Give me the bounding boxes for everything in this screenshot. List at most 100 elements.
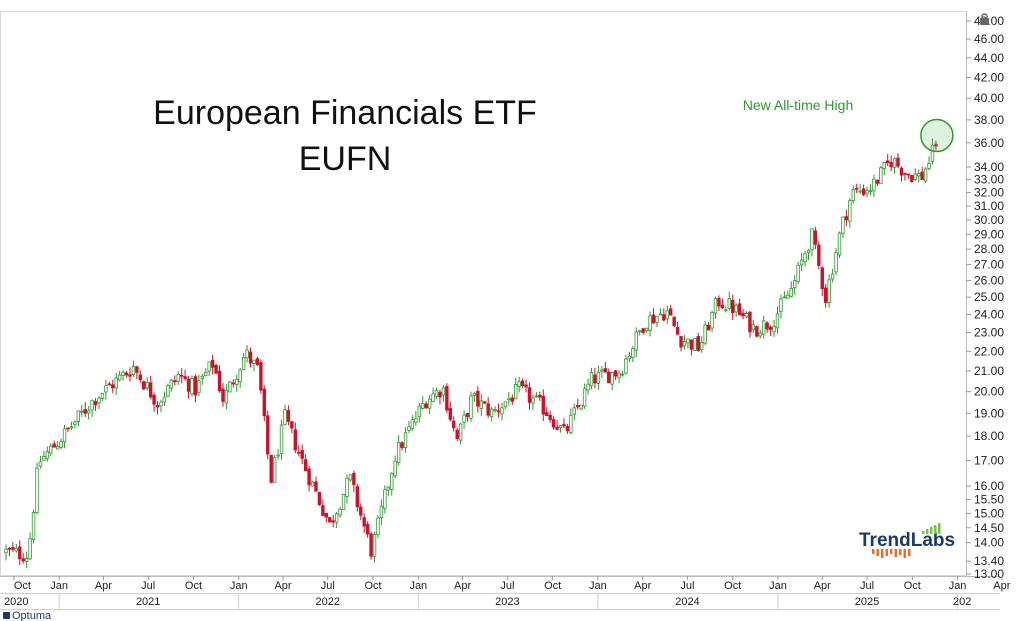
candle-body <box>748 311 752 333</box>
candle-body <box>734 304 738 313</box>
candle-body <box>269 454 273 483</box>
candle-body <box>338 508 342 516</box>
logo-bars <box>872 523 941 558</box>
candle-body <box>383 489 387 509</box>
candle-body <box>686 338 690 344</box>
candle-body <box>662 314 666 321</box>
candle-body <box>321 505 325 516</box>
candle-body <box>483 401 487 404</box>
candle-body <box>355 486 360 508</box>
candle-body <box>18 546 22 560</box>
y-tick-label: 28.00 <box>974 242 1004 256</box>
candle-body <box>455 429 459 440</box>
x-tick-label: Jan <box>769 580 787 592</box>
candle-body <box>851 189 855 201</box>
candle-body <box>824 287 828 303</box>
y-tick-label: 20.00 <box>974 385 1004 399</box>
candle-body <box>658 313 663 316</box>
x-axis: Oct Jan Apr Jul Oct Jan Apr Jul Oct Jan Apr Jul Oct J… <box>4 576 1011 609</box>
candle-body <box>266 415 270 455</box>
candle-body <box>741 312 745 317</box>
candle-body <box>393 460 397 477</box>
candle-body <box>665 310 669 320</box>
candle-body <box>238 369 242 383</box>
candle-body <box>706 324 711 331</box>
candle-body <box>830 273 835 280</box>
candle-body <box>124 372 129 376</box>
candle-body <box>286 410 291 422</box>
candle-body <box>479 400 483 409</box>
candle-body <box>837 232 842 256</box>
candle-body <box>675 327 680 335</box>
candle-body <box>248 351 253 364</box>
y-tick-label: 46.00 <box>974 32 1004 46</box>
candle-body <box>217 370 222 392</box>
candle-body <box>59 441 63 448</box>
x-tick-label: Jan <box>50 580 68 592</box>
logo-bar-orange <box>890 549 893 554</box>
candle-body <box>803 253 807 263</box>
candle-body <box>696 335 700 351</box>
x-tick-label: Oct <box>904 580 921 592</box>
candle-body <box>62 428 67 443</box>
candle-body <box>627 355 632 360</box>
trendlabs-logo: TrendLabs <box>859 523 955 558</box>
y-tick-label: 38.00 <box>974 113 1004 127</box>
candle-body <box>372 534 377 557</box>
y-tick-label: 15.00 <box>974 506 1004 520</box>
candle-body <box>534 395 539 398</box>
candle-body <box>603 368 607 373</box>
candle-body <box>369 533 373 557</box>
candle-body <box>724 309 728 312</box>
candle-body <box>155 405 160 408</box>
optuma-icon <box>3 612 10 619</box>
candle-body <box>80 410 84 413</box>
candle-body <box>362 517 366 527</box>
candle-body <box>855 187 859 190</box>
lock-icon[interactable] <box>980 13 989 25</box>
candle-body <box>679 336 683 348</box>
y-tick-label: 31.00 <box>974 199 1004 213</box>
candle-body <box>166 385 170 397</box>
candle-body <box>789 287 793 297</box>
candle-body <box>400 442 404 448</box>
x-tick-label: Jul <box>321 580 335 592</box>
candle-body <box>700 342 704 351</box>
candle-body <box>117 374 122 381</box>
candle-body <box>365 523 370 535</box>
candle-body <box>52 443 56 448</box>
candle-body <box>410 419 415 430</box>
candle-body <box>617 372 621 379</box>
candlestick-series <box>4 138 938 569</box>
candle-body <box>414 417 418 423</box>
all-time-high-marker <box>920 118 954 153</box>
candle-body <box>145 382 149 389</box>
candle-body <box>128 374 132 377</box>
candle-body <box>655 315 659 323</box>
candle-body <box>148 382 153 398</box>
candle-body <box>772 326 776 333</box>
candle-body <box>38 461 43 467</box>
candle-body <box>903 172 907 175</box>
candle-body <box>634 331 638 351</box>
candle-body <box>207 361 211 372</box>
candle-body <box>751 324 756 331</box>
candle-body <box>934 143 938 147</box>
candle-body <box>135 366 139 373</box>
logo-bar-green <box>938 523 941 534</box>
candle-body <box>76 410 81 422</box>
y-tick-label: 44.00 <box>974 51 1004 65</box>
candle-body <box>462 414 466 423</box>
candle-body <box>489 408 494 418</box>
optuma-label: Optuma <box>12 610 52 621</box>
candle-body <box>476 390 480 407</box>
candle-body <box>631 348 635 358</box>
candle-body <box>314 481 318 492</box>
candle-body <box>245 349 249 359</box>
y-tick-label: 32.00 <box>974 186 1004 200</box>
logo-bar-orange <box>881 549 884 558</box>
candle-body <box>441 387 446 396</box>
candle-body <box>817 244 821 266</box>
y-tick-label: 15.50 <box>974 493 1004 507</box>
x-tick-label: Jul <box>680 580 694 592</box>
